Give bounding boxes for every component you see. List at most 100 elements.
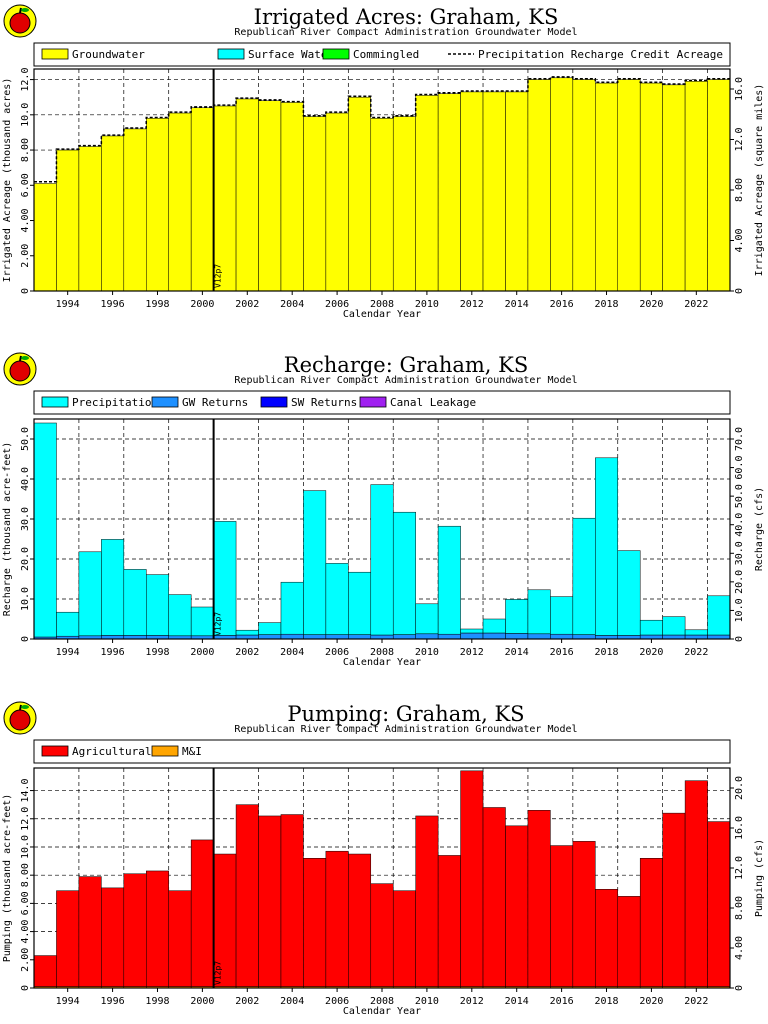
x-tick-label: 2012 (460, 996, 484, 1007)
chart-subtitle: Republican River Compact Administration … (234, 27, 577, 38)
x-tick-label: 2000 (190, 299, 214, 310)
x-tick-label: 2020 (639, 996, 663, 1007)
y-tick-label: 40.0 (20, 467, 31, 491)
x-tick-label: 2002 (235, 996, 259, 1007)
bar (56, 149, 80, 292)
bar (595, 82, 618, 292)
y-tick-label: 2.00 (20, 948, 31, 972)
bar (146, 870, 169, 987)
y-right-tick-label: 0 (734, 636, 745, 642)
credit-acreage-line (34, 76, 730, 183)
x-axis-label: Calendar Year (343, 657, 421, 668)
bar (348, 634, 372, 640)
legend-label: SW Returns (291, 396, 357, 409)
bar (168, 594, 192, 637)
bar (146, 574, 169, 636)
y-tick-label: 10.0 (20, 587, 31, 611)
bar (482, 91, 506, 292)
x-tick-label: 2022 (684, 299, 708, 310)
bar (190, 606, 214, 637)
x-tick-label: 2006 (325, 996, 349, 1007)
bar (527, 589, 551, 635)
bar (325, 634, 349, 640)
apple-logo-icon (3, 4, 37, 38)
bar (572, 634, 596, 640)
legend-swatch (260, 396, 288, 408)
y-right-tick-label: 4.00 (734, 228, 745, 252)
bar (482, 618, 506, 634)
y-right-tick-label: 8.00 (734, 896, 745, 920)
y-right-tick-label: 10.0 (734, 598, 745, 622)
logo-apple (9, 709, 31, 731)
bar (662, 616, 686, 636)
bar (123, 873, 147, 987)
bar (303, 116, 327, 292)
bar (325, 112, 349, 292)
legend-label: Precipitation Recharge Credit Acreage (478, 48, 723, 61)
bar (168, 890, 192, 987)
y-tick-label: 14.0 (20, 779, 31, 803)
bar (33, 955, 57, 987)
bar (101, 539, 125, 636)
x-tick-label: 2014 (505, 647, 529, 658)
bar (303, 858, 327, 987)
x-tick-label: 2004 (280, 996, 304, 1007)
legend-swatch (151, 745, 179, 757)
bar (527, 810, 551, 987)
legend-label: Commingled (353, 48, 419, 61)
x-tick-label: 2004 (280, 299, 304, 310)
bar (33, 422, 57, 638)
bar (101, 887, 125, 987)
y-right-tick-label: 12.0 (734, 856, 745, 880)
y-right-tick-label: 40.0 (734, 513, 745, 537)
y-tick-label: 8.00 (20, 863, 31, 887)
x-axis-label: Calendar Year (343, 309, 421, 320)
y-tick-label: 6.00 (20, 173, 31, 197)
bar (78, 551, 102, 637)
bar (415, 95, 439, 292)
y-right-tick-label: 70.0 (734, 427, 745, 451)
bar (527, 79, 551, 292)
x-tick-label: 2010 (415, 996, 439, 1007)
x-tick-label: 1994 (56, 996, 80, 1007)
x-tick-label: 1998 (145, 996, 169, 1007)
chart-title: Recharge: Graham, KS (284, 353, 528, 377)
bar (348, 96, 372, 292)
y-axis-label: Recharge (thousand acre-feet) (2, 442, 13, 617)
x-tick-label: 2008 (370, 299, 394, 310)
y-right-axis-label: Pumping (cfs) (754, 839, 765, 917)
bar (33, 183, 57, 292)
y-tick-label: 6.00 (20, 891, 31, 915)
bar (303, 490, 327, 635)
bar (684, 81, 708, 292)
bar (392, 634, 416, 640)
bar (684, 780, 708, 987)
bar (392, 116, 416, 292)
y-tick-label: 8.00 (20, 138, 31, 162)
legend-label: GW Returns (182, 396, 248, 409)
x-tick-label: 2000 (190, 996, 214, 1007)
legend-label: Agricultural (72, 745, 151, 758)
y-right-tick-label: 16.0 (734, 816, 745, 840)
legend-swatch (41, 48, 69, 60)
bar (325, 563, 349, 635)
bar (235, 804, 259, 987)
legend-label: Surface Water (248, 48, 334, 61)
bar (572, 517, 596, 635)
y-right-axis-label: Irrigated Acreage (square miles) (754, 84, 765, 277)
legend (33, 42, 731, 67)
y-right-tick-label: 50.0 (734, 484, 745, 508)
legend-swatch (151, 396, 179, 408)
x-tick-label: 2012 (460, 299, 484, 310)
y-tick-label: 4.00 (20, 208, 31, 232)
bar (482, 807, 506, 987)
bar (258, 815, 282, 987)
bar (550, 633, 574, 640)
logo-leaf (21, 8, 29, 12)
bar (550, 845, 574, 987)
x-tick-label: 2018 (594, 996, 618, 1007)
bar (460, 770, 484, 987)
bar (460, 91, 484, 292)
bar (505, 825, 529, 987)
